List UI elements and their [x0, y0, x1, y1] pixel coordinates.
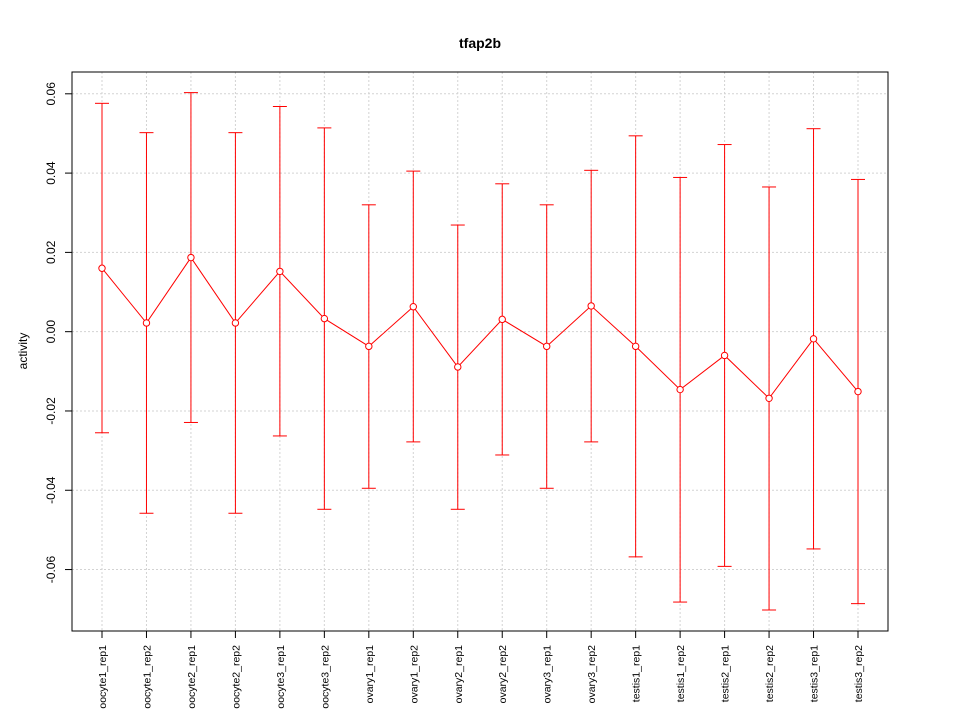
data-point	[142, 319, 151, 327]
chart-title: tfap2b	[459, 35, 501, 51]
data-points	[98, 253, 862, 402]
x-tick-label: oocyte3_rep2	[319, 645, 331, 709]
data-point	[231, 319, 240, 327]
x-tick-label: testis3_rep2	[853, 645, 865, 702]
data-point	[187, 253, 195, 262]
y-tick-label: -0.06	[44, 556, 58, 584]
data-point	[498, 315, 506, 324]
x-tick-label: testis2_rep2	[764, 645, 776, 702]
data-point	[276, 267, 284, 276]
data-point	[365, 342, 373, 351]
x-tick-label: testis1_rep2	[675, 645, 687, 702]
x-tick-label: oocyte1_rep2	[141, 645, 153, 709]
x-tick-label: ovary1_rep1	[364, 645, 376, 704]
data-point	[720, 351, 729, 360]
data-point	[409, 303, 417, 311]
data-point	[543, 342, 551, 351]
data-point	[587, 302, 595, 310]
x-tick-label: oocyte2_rep1	[186, 645, 198, 709]
axes: 0.06 0.04 0.02 0.00 -0.02 -0.04 -0.06 oocyte1_r…	[44, 82, 865, 709]
series-line	[101, 256, 859, 400]
x-tick-label: oocyte3_rep1	[275, 645, 287, 709]
x-tick-label: testis2_rep1	[720, 645, 732, 702]
x-tick-label: ovary2_rep2	[497, 645, 509, 704]
x-tick-label: testis3_rep1	[809, 645, 821, 702]
y-tick-label: 0.06	[44, 82, 58, 106]
y-tick-label: -0.04	[44, 476, 58, 504]
x-tick-label: oocyte1_rep1	[97, 645, 109, 709]
series-path	[101, 256, 859, 400]
data-point	[98, 264, 106, 272]
data-point	[854, 387, 862, 396]
error-bars	[95, 92, 865, 611]
x-tick-label: ovary2_rep1	[453, 645, 465, 704]
y-tick-label: 0.00	[44, 320, 58, 344]
y-axis-label: activity	[16, 333, 30, 370]
x-tick-label: ovary1_rep2	[408, 645, 420, 704]
plot-frame	[71, 71, 889, 632]
y-tick-label: 0.02	[44, 240, 58, 264]
data-point	[454, 363, 462, 371]
x-tick-label: ovary3_rep2	[586, 645, 598, 704]
data-point	[809, 335, 818, 343]
data-point	[765, 394, 773, 402]
y-tick-label: 0.04	[44, 161, 58, 185]
x-tick-label: testis1_rep1	[631, 645, 643, 702]
data-point	[631, 342, 640, 351]
x-tick-label: oocyte2_rep2	[230, 645, 242, 709]
data-point	[320, 314, 329, 323]
x-tick-label: ovary3_rep1	[542, 645, 554, 704]
data-point	[676, 385, 684, 394]
y-tick-label: -0.02	[44, 397, 58, 425]
grid	[72, 72, 888, 631]
